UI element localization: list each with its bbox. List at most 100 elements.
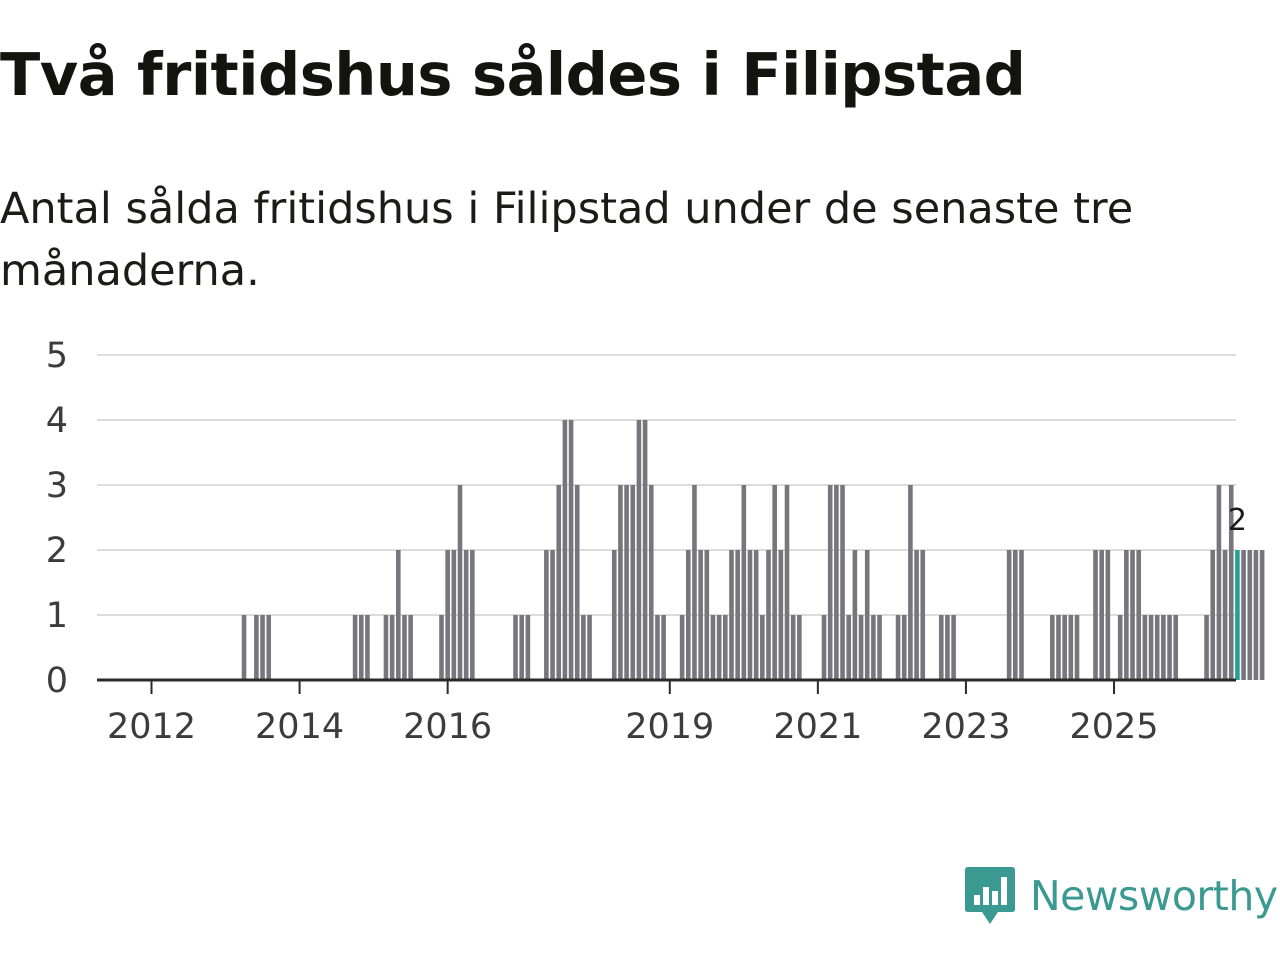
bar [1161, 615, 1166, 680]
bar [1074, 615, 1080, 680]
bar [698, 550, 703, 680]
bar [396, 550, 401, 680]
bar [365, 615, 370, 680]
bar [574, 485, 580, 680]
bar [611, 550, 617, 680]
bar [951, 615, 956, 680]
bar [729, 550, 734, 680]
bar [766, 550, 771, 680]
bar [513, 615, 518, 680]
bar-highlight [1235, 550, 1240, 680]
bar [704, 550, 710, 680]
bar [1167, 615, 1172, 680]
bar [778, 550, 784, 680]
bar [1247, 550, 1253, 680]
newsworthy-brand[interactable]: Newsworthy [964, 864, 1278, 928]
bar [1154, 615, 1160, 680]
bar [642, 420, 648, 680]
bar [1013, 550, 1018, 680]
bar [1117, 615, 1123, 680]
bar [581, 615, 586, 680]
bar [1148, 615, 1154, 680]
y-tick-label: 3 [46, 466, 68, 506]
bar [741, 485, 747, 680]
bar [1253, 550, 1259, 680]
bar [1006, 550, 1012, 680]
bar [470, 550, 475, 680]
bar [618, 485, 623, 680]
bar [1259, 550, 1265, 680]
bar [550, 550, 555, 680]
bar [439, 615, 444, 680]
bar [1173, 615, 1179, 680]
bar [920, 550, 926, 680]
bar [1056, 615, 1061, 680]
bar [1105, 550, 1111, 680]
bar [790, 615, 796, 680]
y-tick-label: 1 [46, 596, 68, 636]
bar [1241, 550, 1246, 680]
bar [1050, 615, 1055, 680]
bar [710, 615, 716, 680]
bar [1228, 485, 1234, 680]
bar [1222, 550, 1228, 680]
bar [648, 485, 654, 680]
bar [1210, 550, 1216, 680]
bar [352, 615, 358, 680]
bar [871, 615, 876, 680]
bar [1124, 550, 1129, 680]
highlight-value-label: 2 [1228, 503, 1247, 538]
bar [723, 615, 728, 680]
bar [408, 615, 413, 680]
bar [254, 615, 259, 680]
bars [241, 420, 1265, 680]
bar [784, 485, 790, 680]
y-tick-label: 2 [46, 531, 68, 571]
x-tick-label: 2023 [921, 707, 1010, 747]
newsworthy-logo-icon [965, 867, 1015, 924]
bar [716, 615, 722, 680]
bar [864, 550, 870, 680]
chart-title: Två fritidshus såldes i Filipstad [0, 40, 1026, 109]
bar [908, 485, 913, 680]
bar [821, 615, 827, 680]
bar [630, 485, 636, 680]
bar [661, 615, 666, 680]
bar [1099, 550, 1104, 680]
bar [685, 550, 691, 680]
bar [1130, 550, 1135, 680]
bar [519, 615, 524, 680]
bar [1068, 615, 1074, 680]
bar [901, 615, 907, 680]
bar [525, 615, 531, 680]
bar [1204, 615, 1209, 680]
bar [655, 615, 660, 680]
bar [735, 550, 740, 680]
x-tick-label: 2021 [773, 707, 862, 747]
bar [679, 615, 685, 680]
bar [463, 550, 469, 680]
bar [846, 615, 852, 680]
bar [1093, 550, 1098, 680]
bar [389, 615, 395, 680]
x-tick-label: 2014 [255, 707, 344, 747]
x-tick-label: 2019 [625, 707, 714, 747]
bar [1062, 615, 1067, 680]
bar [945, 615, 950, 680]
bar [877, 615, 882, 680]
y-tick-label: 4 [46, 401, 68, 441]
bar [587, 615, 592, 680]
bar [1142, 615, 1148, 680]
bar [834, 485, 839, 680]
bar [914, 550, 919, 680]
gridlines [97, 354, 1236, 616]
bar [895, 615, 901, 680]
bar [445, 550, 450, 680]
brand-name: Newsworthy [1030, 872, 1278, 920]
bar [753, 550, 759, 680]
bar [938, 615, 944, 680]
bar [797, 615, 802, 680]
bar [1216, 485, 1222, 680]
chart-subtitle: Antal sålda fritidshus i Filipstad under… [0, 184, 1134, 296]
